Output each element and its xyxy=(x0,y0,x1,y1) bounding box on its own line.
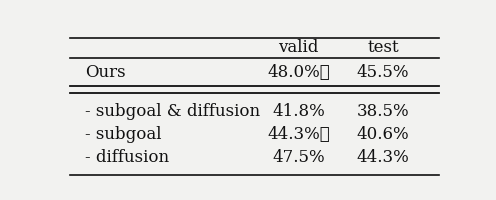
Text: - subgoal & diffusion: - subgoal & diffusion xyxy=(85,103,260,120)
Text: 47.5%: 47.5% xyxy=(272,149,325,166)
Text: 45.5%: 45.5% xyxy=(357,64,409,81)
Text: 41.8%: 41.8% xyxy=(272,103,325,120)
Text: 40.6%: 40.6% xyxy=(357,126,409,143)
Text: - subgoal: - subgoal xyxy=(85,126,162,143)
Text: test: test xyxy=(367,39,399,56)
Text: Ours: Ours xyxy=(85,64,125,81)
Text: 38.5%: 38.5% xyxy=(357,103,409,120)
Text: 44.3%★: 44.3%★ xyxy=(267,126,330,143)
Text: 48.0%★: 48.0%★ xyxy=(267,64,330,81)
Text: - diffusion: - diffusion xyxy=(85,149,169,166)
Text: 44.3%: 44.3% xyxy=(357,149,409,166)
Text: valid: valid xyxy=(278,39,318,56)
